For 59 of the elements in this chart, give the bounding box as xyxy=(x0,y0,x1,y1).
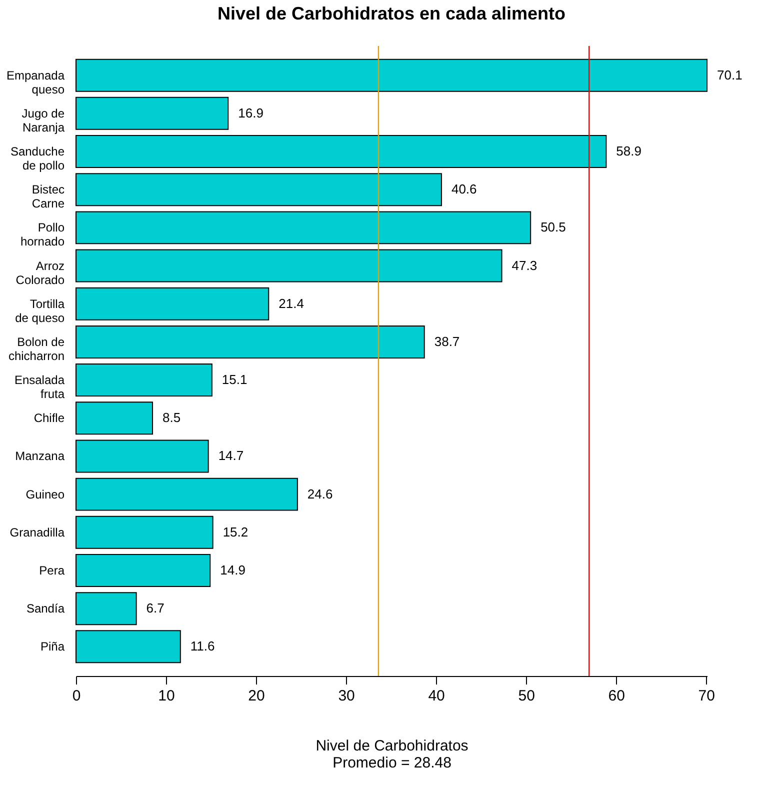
y-tick-label: Granadilla xyxy=(10,525,65,540)
data-label: 15.1 xyxy=(222,372,248,388)
data-label: 16.9 xyxy=(238,105,264,120)
y-tick-label: Pollo hornado xyxy=(20,220,65,249)
bar xyxy=(76,211,532,244)
x-axis-title: Nivel de Carbohidratos xyxy=(316,738,468,754)
data-label: 14.9 xyxy=(220,562,246,578)
bar xyxy=(76,96,229,130)
bar xyxy=(76,287,270,320)
data-label: 47.3 xyxy=(512,258,538,273)
bar xyxy=(76,592,137,626)
y-tick-label: Sandía xyxy=(26,602,65,616)
bar xyxy=(76,325,425,358)
text: Promedio = 28.48 xyxy=(332,754,452,772)
y-tick-label: Jugo de Naranja xyxy=(22,106,65,134)
x-tick-label: 20 xyxy=(248,688,265,704)
y-tick-label: Piña xyxy=(40,640,65,654)
bar xyxy=(76,173,442,206)
bar xyxy=(76,58,708,92)
x-tick-label: 50 xyxy=(518,688,535,704)
bar xyxy=(76,630,181,664)
data-label: 58.9 xyxy=(616,144,642,159)
data-label: 14.7 xyxy=(218,448,244,464)
bar xyxy=(76,364,212,397)
bar xyxy=(76,249,502,282)
x-tick-label: 40 xyxy=(428,688,445,704)
x-tick-label: 60 xyxy=(608,688,625,704)
bar xyxy=(76,478,298,511)
y-tick-label: Arroz Colorado xyxy=(16,258,65,287)
y-tick-label: Sanduche de pollo xyxy=(10,144,65,173)
data-label: 70.1 xyxy=(717,67,742,82)
x-tick-label: 0 xyxy=(72,688,81,704)
bar xyxy=(76,135,607,168)
y-tick-label: Ensalada fruta xyxy=(14,373,65,402)
y-tick-label: Tortilla de queso xyxy=(15,296,65,325)
bar xyxy=(76,554,211,587)
data-label: 50.5 xyxy=(540,220,566,235)
x-tick-label: 70 xyxy=(698,688,715,704)
data-label: 38.7 xyxy=(434,334,460,349)
data-label: 6.7 xyxy=(146,600,164,616)
bar xyxy=(76,516,214,549)
data-label: 11.6 xyxy=(190,638,215,654)
y-tick-label: Guineo xyxy=(26,487,65,502)
y-tick-label: Chifle xyxy=(34,411,65,426)
data-label: 40.6 xyxy=(451,182,477,197)
data-label: 8.5 xyxy=(162,410,181,426)
y-tick-label: Pera xyxy=(39,563,65,578)
x-tick-label: 30 xyxy=(338,688,355,704)
bar xyxy=(76,402,154,435)
chart-title: Nivel de Carbohidratos en cada alimento xyxy=(217,3,566,24)
data-label: 15.2 xyxy=(222,524,248,540)
data-label: 24.6 xyxy=(307,486,333,502)
bar xyxy=(76,440,209,473)
data-label: 21.4 xyxy=(278,296,304,311)
y-tick-label: Bistec Carne xyxy=(32,182,65,211)
y-tick-label: Empanada queso xyxy=(6,68,65,96)
y-tick-label: Bolon de chicharron xyxy=(8,334,65,363)
x-tick-label: 10 xyxy=(158,688,175,704)
y-tick-label: Manzana xyxy=(15,449,65,464)
